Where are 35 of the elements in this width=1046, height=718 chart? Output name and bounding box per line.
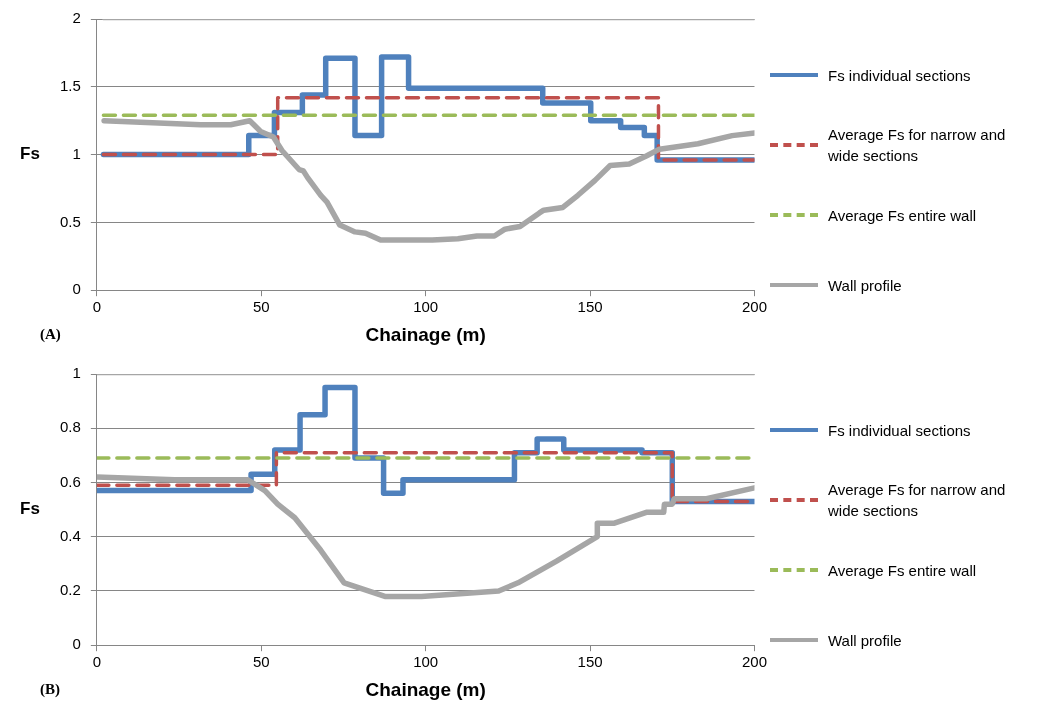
y-tick-label: 0 bbox=[72, 280, 81, 298]
x-tick-label: 50 bbox=[252, 653, 270, 671]
x-tick-label: 0 bbox=[92, 298, 102, 316]
y-tick-label: 0.5 bbox=[59, 212, 81, 230]
legend-label: Average Fs for narrow and wide sections bbox=[828, 480, 1007, 521]
y-tick-label: 1.5 bbox=[59, 76, 81, 94]
x-tick-label: 200 bbox=[741, 298, 767, 316]
y-tick-label: 0.6 bbox=[59, 472, 81, 490]
y-tick-label: 2 bbox=[72, 9, 81, 27]
y-tick-label: 0.4 bbox=[59, 526, 81, 544]
legend-label: Average Fs for narrow and wide sections bbox=[828, 125, 1007, 166]
y-tick-label: 0.2 bbox=[59, 581, 81, 599]
x-tick-label: 0 bbox=[92, 653, 102, 671]
x-tick-label: 150 bbox=[577, 653, 603, 671]
legend-label: Fs individual sections bbox=[828, 420, 971, 441]
legend-label: Wall profile bbox=[828, 630, 902, 651]
y-tick-label: 0 bbox=[72, 635, 81, 653]
x-tick-label: 100 bbox=[413, 298, 439, 316]
x-axis-title: Chainage (m) bbox=[365, 678, 486, 700]
x-axis-title: Chainage (m) bbox=[365, 323, 486, 345]
x-tick-label: 100 bbox=[413, 653, 439, 671]
y-axis-title: Fs bbox=[20, 144, 40, 164]
y-tick-label: 1 bbox=[72, 144, 81, 162]
y-axis-title: Fs bbox=[20, 499, 40, 519]
legend-label: Wall profile bbox=[828, 275, 902, 296]
x-tick-label: 50 bbox=[252, 298, 270, 316]
x-tick-label: 150 bbox=[577, 298, 603, 316]
text: (B) bbox=[40, 681, 60, 699]
text: (A) bbox=[40, 326, 61, 344]
legend-label: Average Fs entire wall bbox=[828, 560, 977, 581]
x-tick-label: 200 bbox=[741, 653, 767, 671]
y-tick-label: 1 bbox=[72, 364, 81, 382]
legend-label: Average Fs entire wall bbox=[828, 205, 977, 226]
y-tick-label: 0.8 bbox=[59, 418, 81, 436]
legend-label: Fs individual sections bbox=[828, 65, 971, 86]
